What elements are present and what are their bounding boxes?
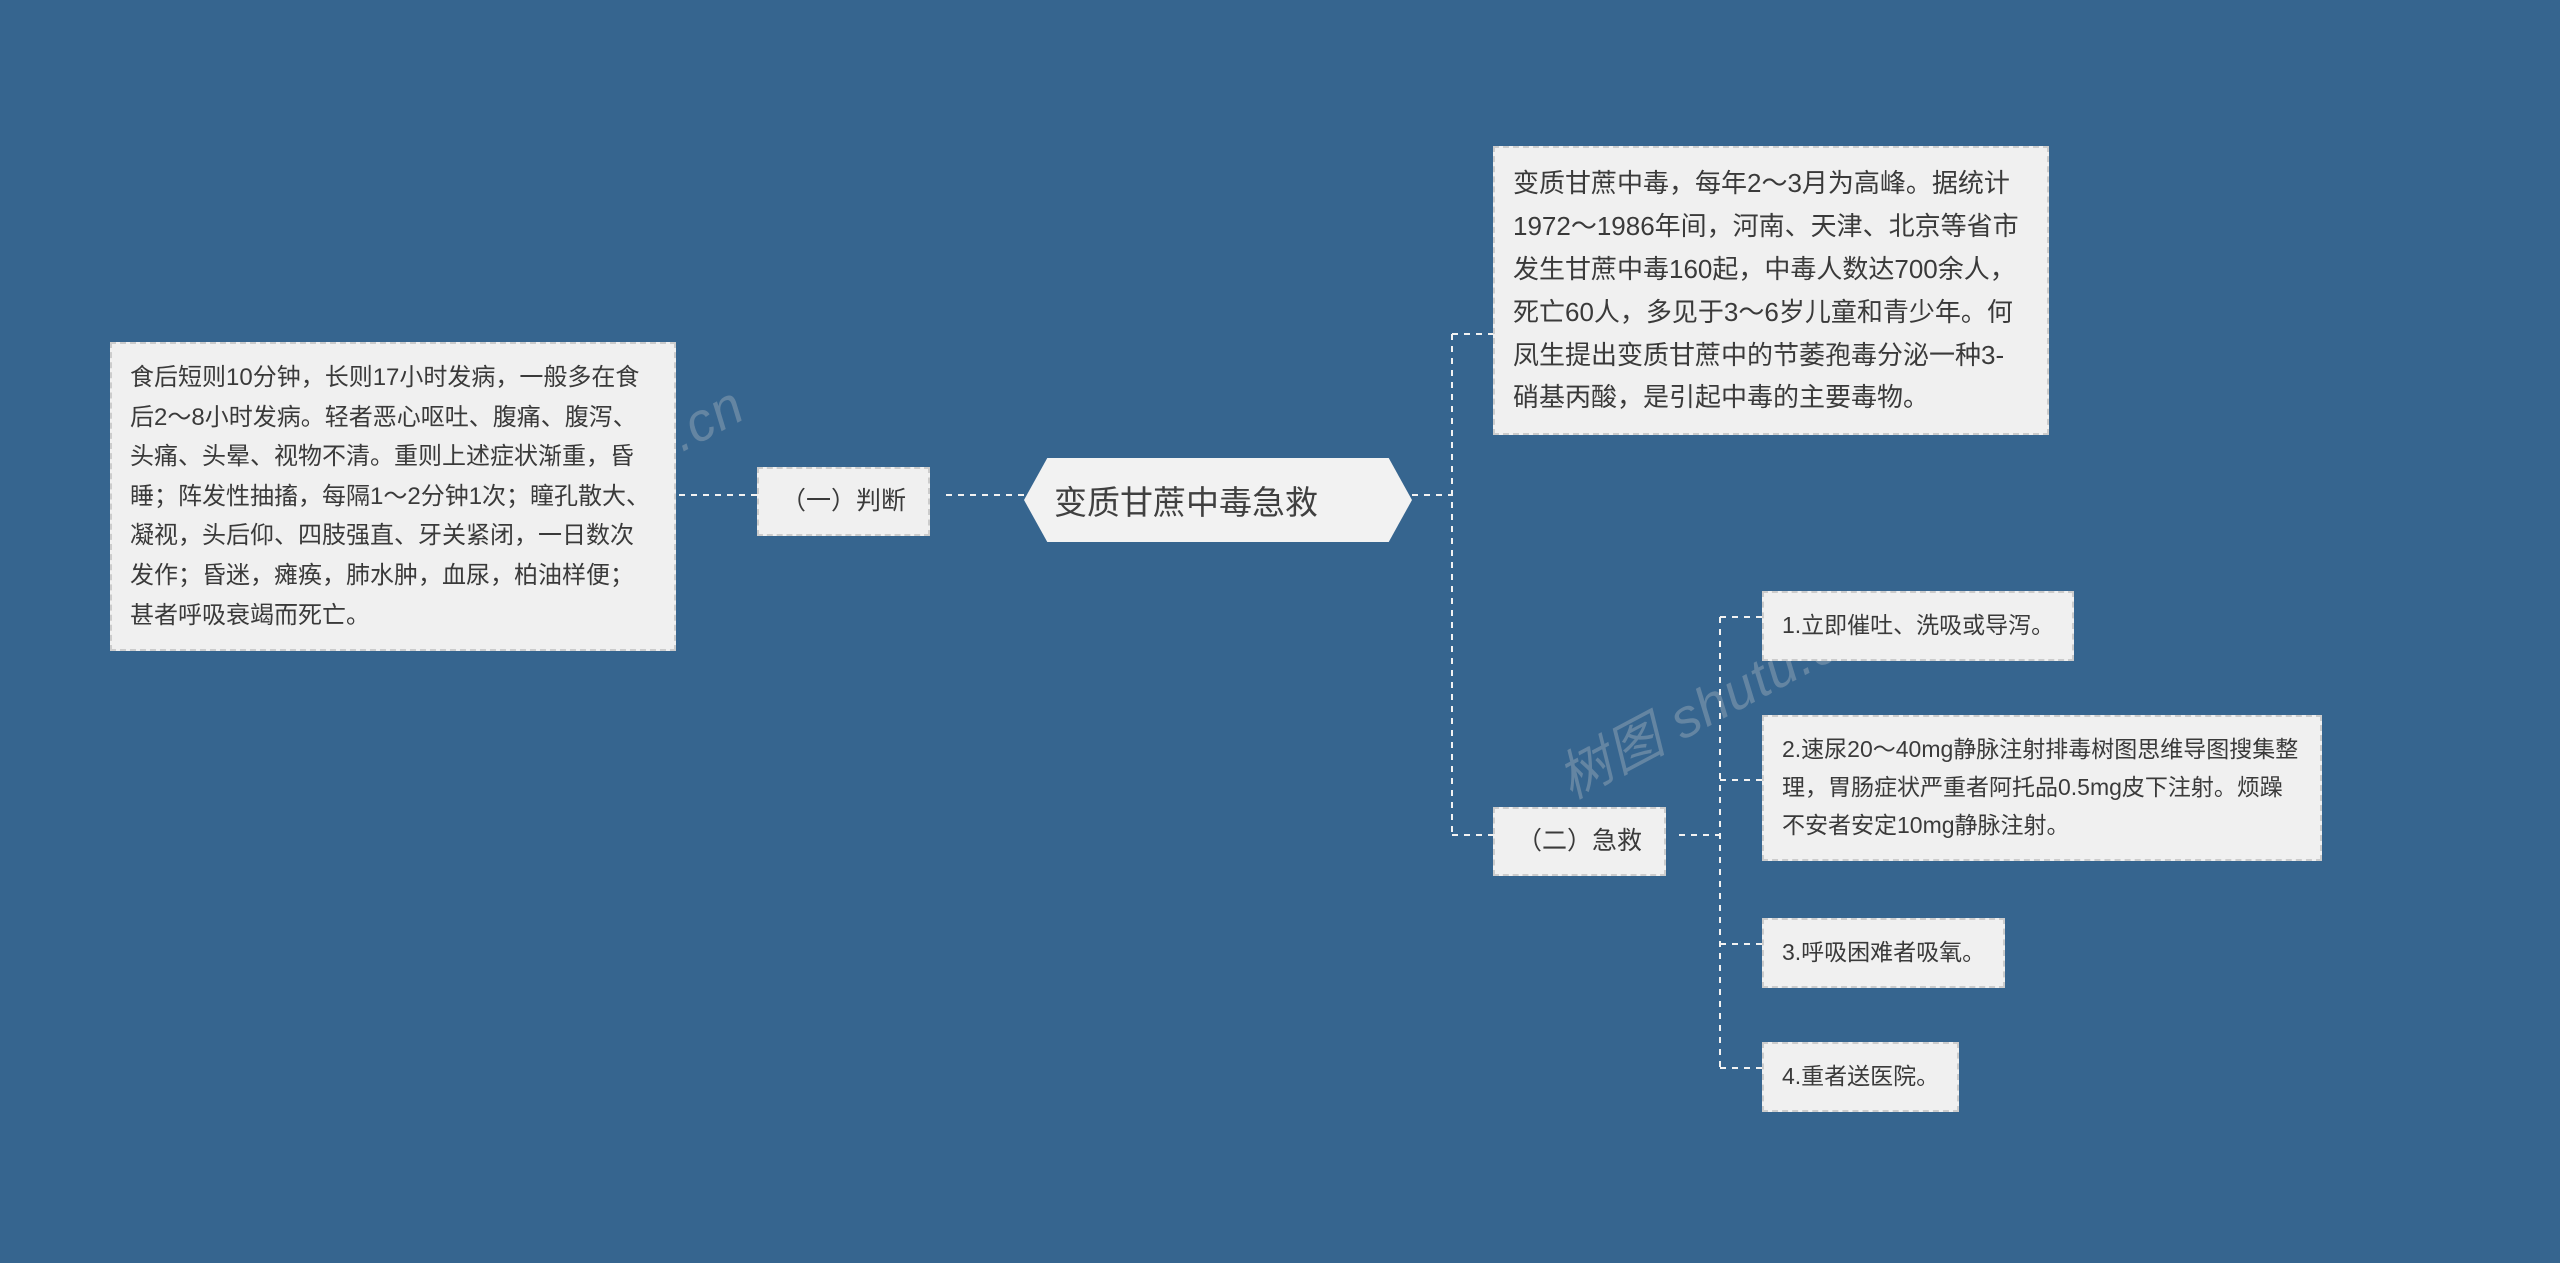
leaf-firstaid-2: 2.速尿20～40mg静脉注射排毒树图思维导图搜集整理，胃肠症状严重者阿托品0.… [1762, 715, 2322, 861]
leaf-judgment-detail: 食后短则10分钟，长则17小时发病，一般多在食后2～8小时发病。轻者恶心呕吐、腹… [110, 342, 676, 651]
root-node: 变质甘蔗中毒急救 [1024, 458, 1412, 542]
leaf-firstaid-1: 1.立即催吐、洗吸或导泻。 [1762, 591, 2074, 661]
leaf-firstaid-4: 4.重者送医院。 [1762, 1042, 1959, 1112]
leaf-intro: 变质甘蔗中毒，每年2～3月为高峰。据统计1972～1986年间，河南、天津、北京… [1493, 146, 2049, 435]
branch-firstaid: （二）急救 [1493, 807, 1666, 876]
branch-judgment: （一）判断 [757, 467, 930, 536]
leaf-firstaid-3: 3.呼吸困难者吸氧。 [1762, 918, 2005, 988]
